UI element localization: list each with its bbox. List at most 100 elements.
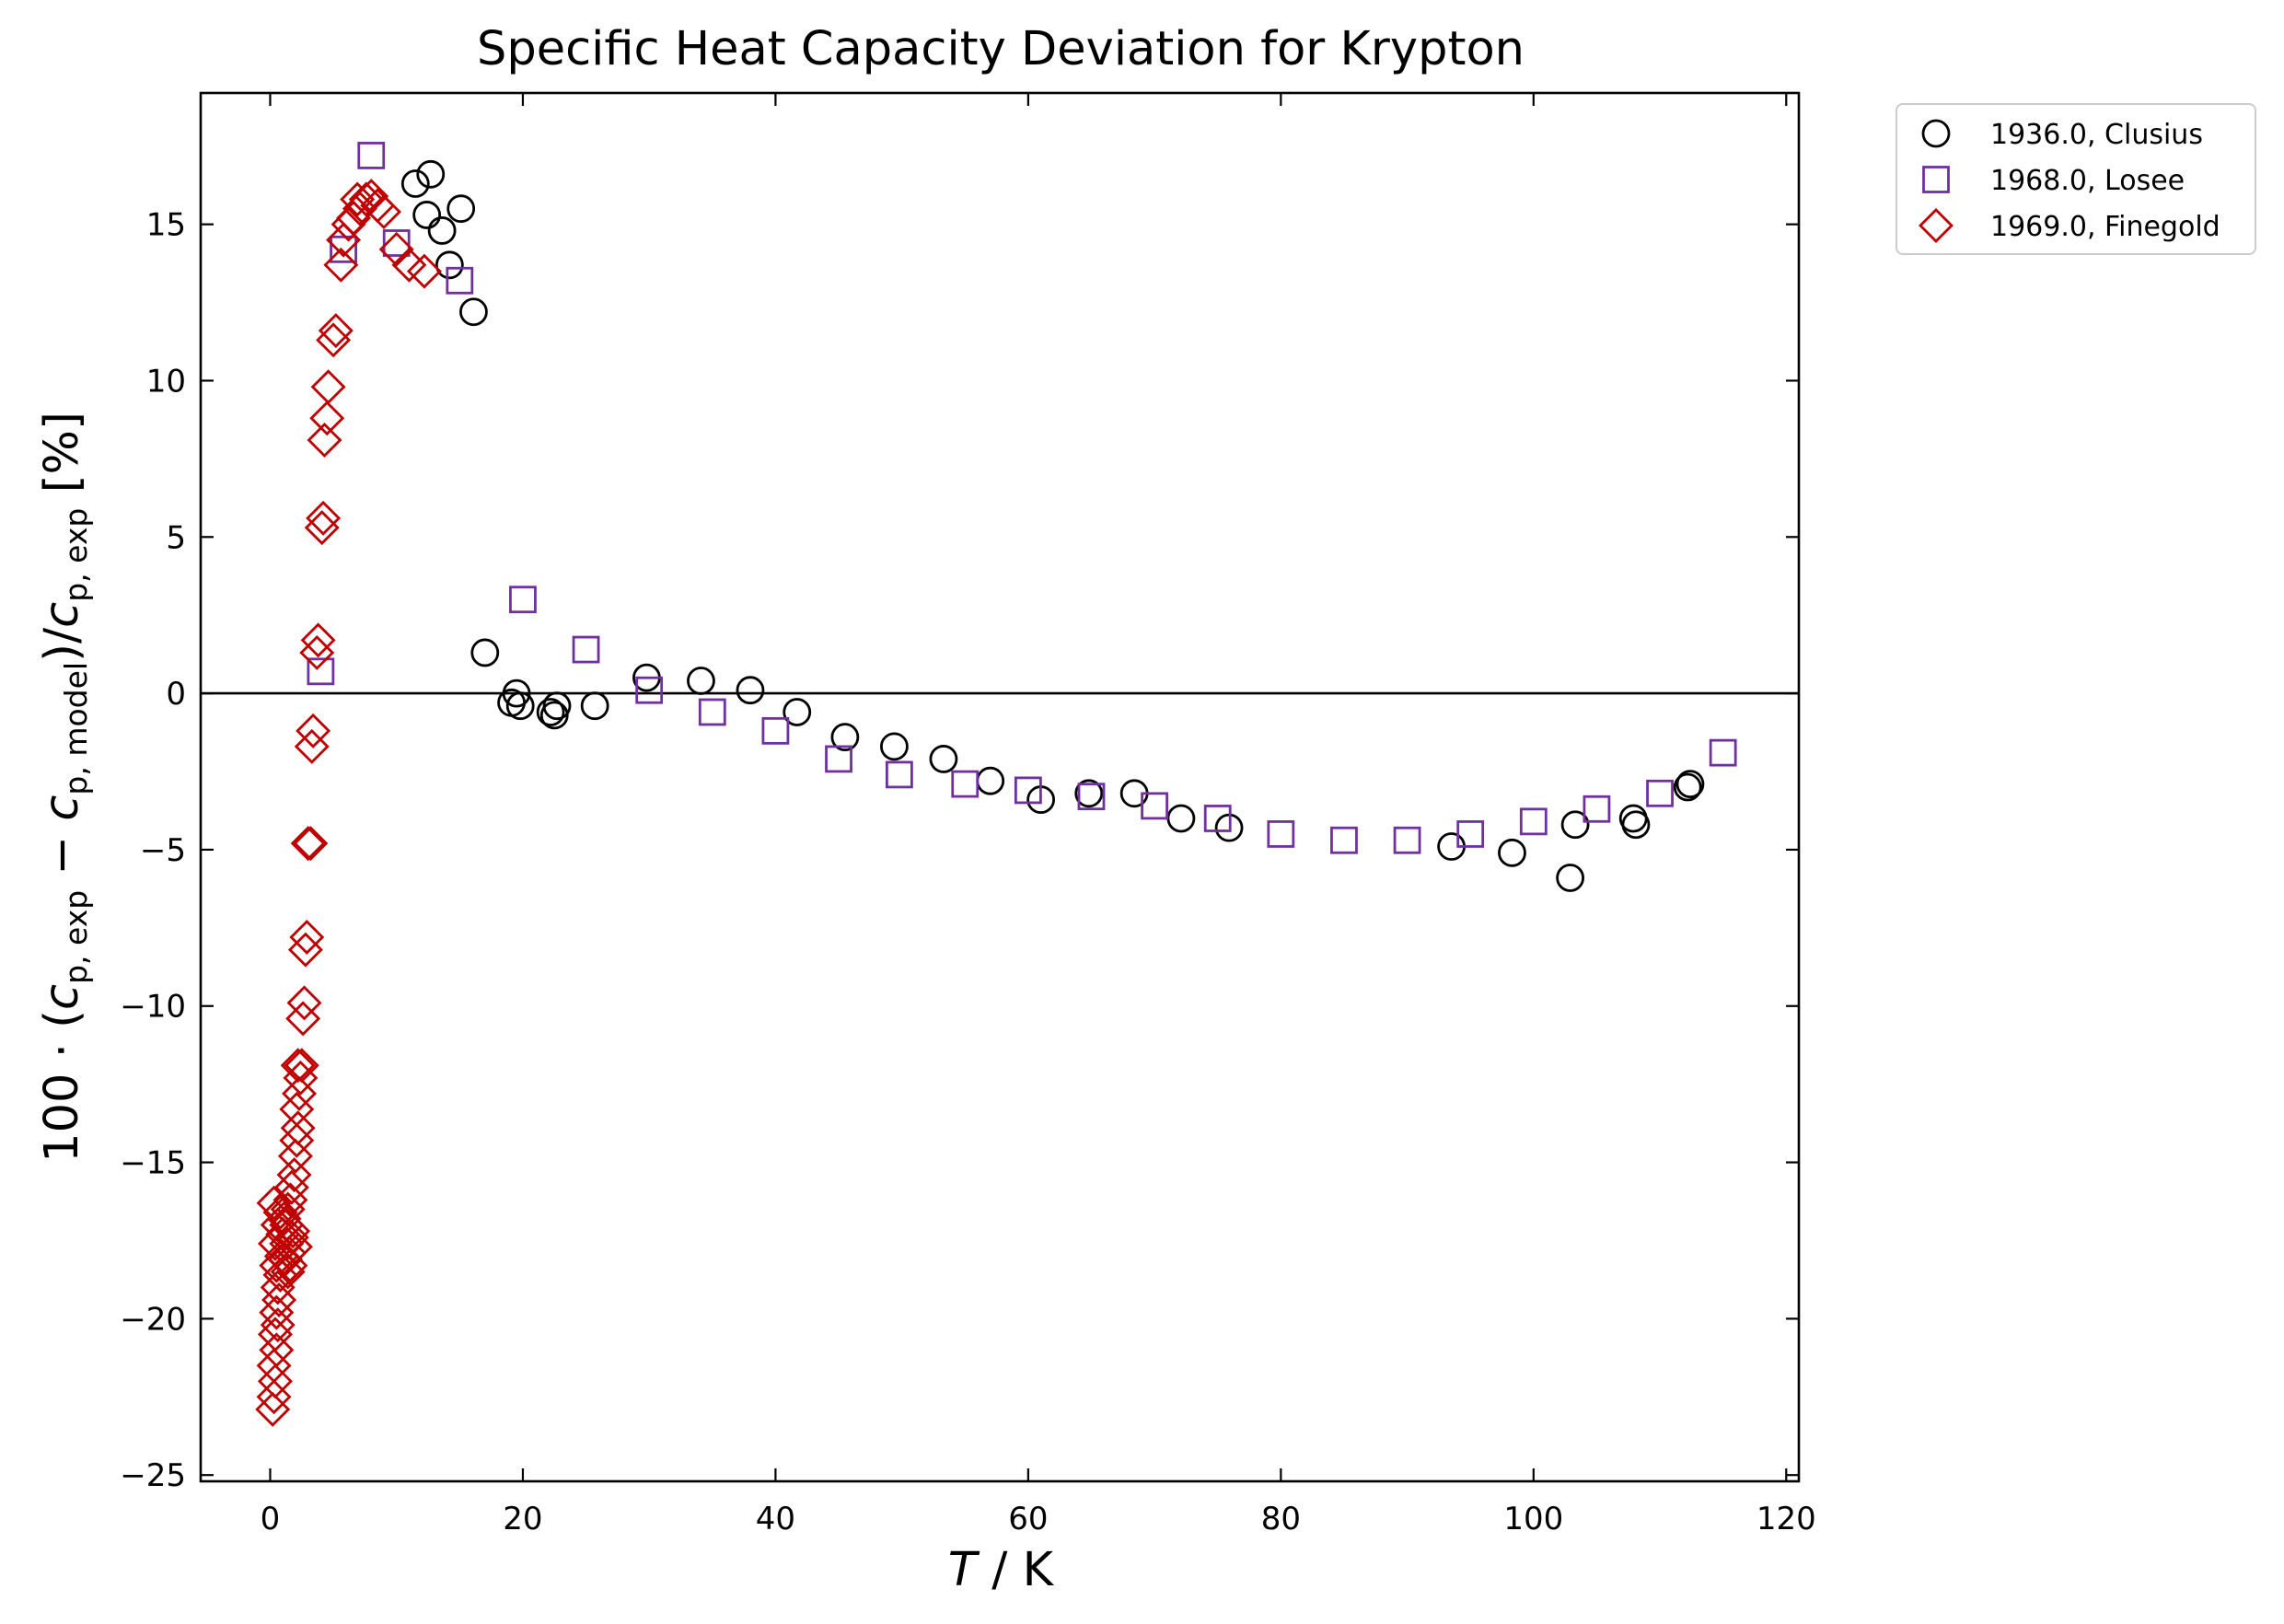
x-tick-label: 100 — [1503, 1501, 1563, 1537]
x-tick-label: 20 — [503, 1501, 542, 1537]
data-point — [256, 1348, 292, 1384]
y-axis-ticks: −25 −20 −15 −10 −5 0 5 10 15 — [120, 207, 1799, 1494]
data-point — [1673, 772, 1702, 802]
data-point — [259, 1332, 295, 1368]
y-tick-label: −10 — [120, 989, 186, 1026]
data-point — [275, 1213, 311, 1249]
y-label-sub2: p, model — [58, 662, 94, 795]
x-axis-label-unit: / K — [977, 1543, 1055, 1597]
data-point — [406, 253, 442, 289]
legend-marker — [1922, 166, 1950, 193]
data-point — [830, 723, 860, 752]
data-point — [296, 713, 331, 748]
x-tick-label: 0 — [261, 1501, 281, 1537]
data-point — [951, 770, 980, 798]
data-point — [330, 235, 357, 263]
data-point — [289, 920, 325, 956]
plot-frame — [199, 91, 1801, 1483]
data-point — [698, 698, 726, 726]
y-label-sub3: p, exp — [58, 508, 94, 602]
data-point — [257, 1363, 293, 1399]
data-point — [280, 1048, 316, 1084]
y-tick-label: 0 — [166, 676, 186, 713]
y-axis-label: 100 · (cp, exp − cp, model)/cp, exp [%] — [35, 412, 94, 1163]
data-point — [307, 423, 342, 458]
data-point — [378, 231, 414, 267]
series-circle — [400, 159, 1705, 892]
data-point — [357, 142, 386, 169]
data-point — [307, 657, 335, 686]
chart-title: Specific Heat Capacity Deviation for Kry… — [477, 22, 1525, 76]
data-point — [536, 698, 565, 726]
series-diamond — [255, 179, 442, 1427]
legend-entries: 1936.0, Clusius 1968.0, Losee 1969.0, Fine… — [1919, 119, 2220, 243]
data-point — [382, 229, 411, 257]
data-point — [348, 181, 384, 217]
data-point — [825, 745, 852, 773]
data-point — [277, 1138, 313, 1174]
legend-label: 1969.0, Finegold — [1990, 211, 2220, 243]
y-label-sub1: p, exp — [58, 890, 94, 984]
data-point — [580, 691, 609, 721]
y-tick-label: −25 — [120, 1457, 186, 1494]
data-point — [279, 1091, 315, 1127]
x-axis-label-symbol: T — [948, 1543, 980, 1597]
data-point — [446, 266, 474, 295]
series-square — [307, 142, 1737, 854]
legend-box — [1896, 103, 2256, 255]
data-point — [1675, 770, 1705, 799]
data-point — [783, 698, 812, 726]
data-point — [300, 622, 336, 658]
data-point — [304, 510, 340, 546]
data-point — [635, 676, 664, 704]
data-point — [284, 1048, 319, 1084]
data-point — [542, 691, 572, 721]
data-point — [400, 169, 430, 198]
data-point — [687, 667, 715, 695]
data-point — [459, 297, 488, 327]
x-axis-ticks: 0 20 40 60 80 100 120 — [261, 93, 1816, 1537]
data-point — [256, 1379, 292, 1415]
y-label-prefix: 100 · ( — [35, 1010, 89, 1163]
y-label-suffix: [%] — [35, 412, 89, 507]
data-point — [1556, 864, 1585, 892]
data-point — [309, 400, 345, 436]
y-tick-label: 5 — [166, 519, 186, 556]
data-point — [1166, 804, 1196, 833]
data-point — [1456, 820, 1485, 848]
data-point — [509, 586, 537, 614]
data-point — [255, 1391, 291, 1427]
data-point — [277, 1229, 313, 1265]
data-point — [1203, 805, 1232, 832]
data-point — [318, 313, 354, 349]
data-point — [1498, 838, 1526, 867]
data-point — [294, 728, 330, 764]
data-point — [1141, 792, 1169, 820]
y-tick-label: −20 — [120, 1301, 186, 1338]
data-point — [273, 1220, 309, 1256]
data-point — [412, 201, 442, 229]
legend: 1936.0, Clusius 1968.0, Losee 1969.0, Fine… — [1896, 103, 2256, 255]
data-point — [282, 1075, 318, 1111]
y-tick-label: 15 — [146, 207, 186, 244]
data-point — [1560, 810, 1590, 840]
data-point — [1014, 776, 1042, 805]
data-point — [272, 1247, 308, 1283]
data-point — [1621, 810, 1651, 840]
legend-label: 1936.0, Clusius — [1990, 119, 2203, 151]
data-point — [505, 691, 535, 721]
data-point — [306, 500, 342, 536]
data-point — [286, 985, 322, 1021]
data-point — [285, 1001, 321, 1037]
y-tick-label: −15 — [120, 1145, 186, 1182]
data-point — [416, 159, 446, 189]
y-label-c3: c — [35, 602, 89, 628]
x-tick-label: 40 — [756, 1501, 795, 1537]
y-label-c1: c — [35, 984, 89, 1010]
data-point — [435, 250, 464, 280]
data-point — [1267, 820, 1295, 848]
data-point — [1330, 826, 1358, 854]
data-point — [1646, 779, 1674, 807]
data-point — [1709, 738, 1737, 767]
